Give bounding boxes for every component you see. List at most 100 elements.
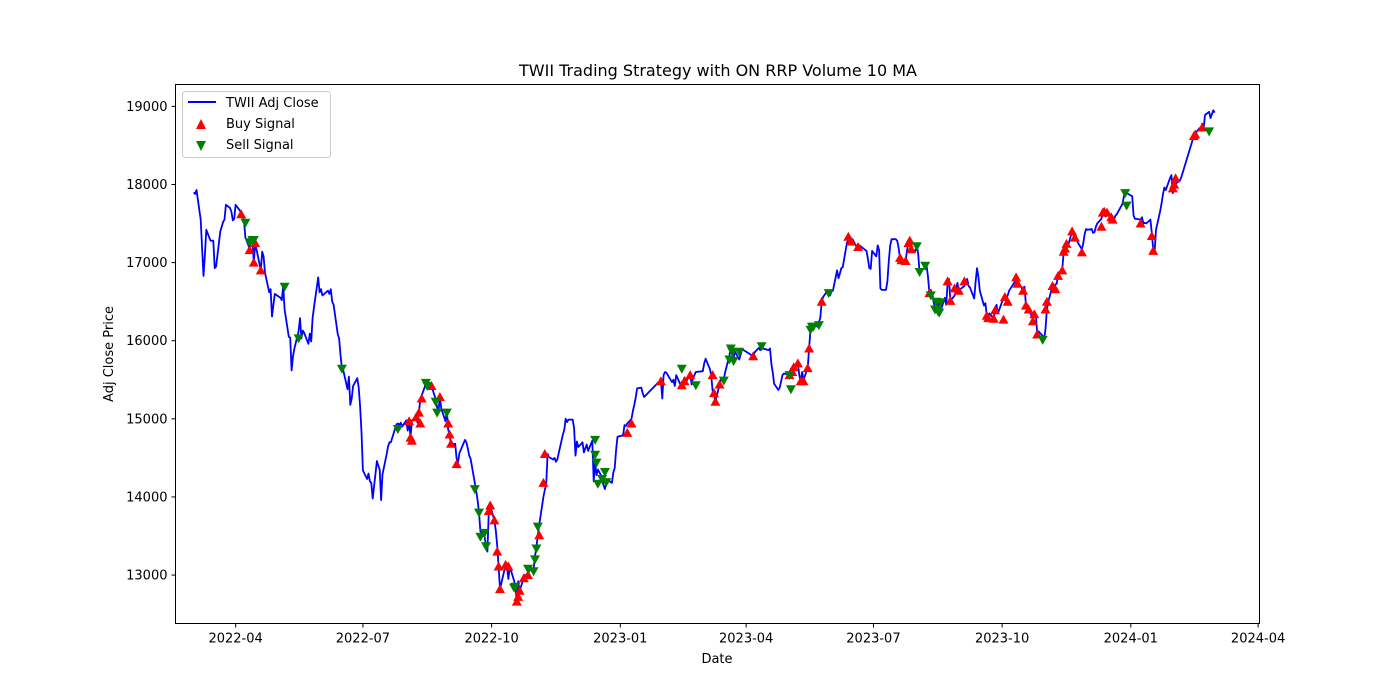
sell-signal-marker bbox=[475, 532, 486, 542]
buy-signal-marker bbox=[539, 449, 550, 458]
sell-signal-marker bbox=[1204, 127, 1215, 137]
sell-signal-marker bbox=[248, 236, 259, 245]
sell-signal-marker bbox=[240, 218, 251, 228]
x-tick-label: 2022-07 bbox=[336, 632, 390, 647]
y-tick-label: 19000 bbox=[126, 100, 167, 115]
sell-signal-marker bbox=[823, 289, 834, 299]
sell-signal-marker bbox=[935, 298, 946, 308]
buy-signal-marker bbox=[998, 314, 1009, 324]
buy-signal-marker bbox=[495, 584, 505, 594]
axes-frame bbox=[175, 84, 1260, 624]
legend-label-sell: Sell Signal bbox=[226, 138, 294, 153]
buy-signal-marker bbox=[534, 530, 545, 540]
buy-signal-marker bbox=[1146, 231, 1157, 240]
buy-signal-marker bbox=[1060, 243, 1071, 253]
buy-signal-marker bbox=[1018, 285, 1029, 295]
buy-signal-marker bbox=[1076, 247, 1087, 257]
buy-signal-marker bbox=[1190, 129, 1201, 139]
sell-signal-marker bbox=[592, 479, 603, 489]
buy-signal-marker bbox=[959, 276, 970, 286]
buy-signal-marker bbox=[406, 435, 417, 445]
buy-signal-marker bbox=[244, 245, 255, 255]
legend-label-buy: Buy Signal bbox=[226, 117, 295, 132]
sell-signal-marker bbox=[728, 357, 739, 366]
buy-signal-marker bbox=[444, 429, 455, 439]
legend-label-adj-close: TWII Adj Close bbox=[225, 96, 319, 111]
buy-signal-marker bbox=[1148, 245, 1159, 255]
buy-signal-marker bbox=[250, 238, 261, 248]
sell-signal-marker bbox=[432, 408, 443, 418]
buy-signal-marker bbox=[990, 305, 1001, 315]
buy-signal-marker bbox=[1069, 232, 1080, 242]
buy-signal-marker bbox=[900, 256, 911, 265]
buy-signal-marker bbox=[714, 379, 725, 389]
sell-signal-marker bbox=[591, 458, 602, 468]
buy-signal-marker bbox=[802, 363, 813, 373]
buy-signal-marker bbox=[236, 209, 247, 219]
sell-signal-marker bbox=[914, 268, 925, 277]
buy-signal-marker bbox=[792, 358, 803, 368]
buy-signal-marker bbox=[1107, 214, 1118, 224]
sell-signal-marker bbox=[479, 528, 490, 538]
y-axis-ticks: 13000 14000 15000 16000 17000 18000 19000 bbox=[126, 100, 176, 584]
buy-signal-marker bbox=[1169, 179, 1180, 189]
sell-signal-marker bbox=[1120, 189, 1131, 199]
buy-signal-marker bbox=[748, 351, 759, 361]
buy-signal-marker bbox=[1041, 296, 1052, 306]
sell-signal-marker bbox=[469, 485, 480, 495]
y-axis-label: Adj Close Price bbox=[102, 306, 117, 402]
sell-signal-marker bbox=[523, 564, 533, 574]
buy-signal-marker bbox=[626, 418, 637, 428]
buy-signal-marker bbox=[451, 459, 462, 469]
buy-signal-marker bbox=[804, 343, 815, 353]
buy-signal-marker bbox=[446, 438, 456, 448]
x-tick-label: 2022-10 bbox=[464, 632, 518, 647]
buy-signal-marker bbox=[248, 257, 259, 267]
buy-signal-marker bbox=[942, 276, 953, 286]
sell-signal-marker bbox=[784, 371, 795, 381]
buy-signal-marker bbox=[411, 412, 422, 422]
buy-signal-marker bbox=[503, 561, 514, 571]
buy-signal-marker bbox=[710, 396, 721, 406]
y-tick-label: 17000 bbox=[126, 256, 167, 271]
sell-signal-marker bbox=[531, 544, 542, 554]
y-tick-label: 14000 bbox=[126, 490, 167, 505]
buy-signal-marker bbox=[489, 515, 500, 525]
sell-signal-marker bbox=[430, 397, 441, 407]
sell-signal-marker bbox=[601, 478, 612, 488]
buy-signal-marker bbox=[1027, 316, 1038, 326]
x-tick-label: 2023-01 bbox=[593, 632, 647, 647]
buy-signal-marker bbox=[798, 376, 809, 386]
sell-signal-marker bbox=[756, 342, 767, 352]
sell-signal-marker bbox=[481, 542, 491, 552]
buy-signal-marker bbox=[685, 370, 696, 380]
x-tick-label: 2024-01 bbox=[1104, 632, 1158, 647]
buy-signal-marker bbox=[538, 477, 549, 487]
y-tick-label: 13000 bbox=[126, 569, 167, 584]
buy-signal-marker bbox=[1061, 238, 1072, 248]
buy-signal-marker bbox=[523, 570, 533, 580]
buy-signal-marker bbox=[1040, 304, 1051, 314]
buy-signal-marker bbox=[707, 370, 718, 380]
sell-signal-marker bbox=[441, 408, 452, 418]
buy-signal-marker bbox=[709, 388, 719, 398]
buy-signal-marker bbox=[988, 313, 999, 323]
x-axis-ticks: 2022-04 2022-07 2022-10 2023-01 2023-04 2023-… bbox=[208, 623, 1285, 647]
buy-signal-marker bbox=[1170, 173, 1181, 183]
legend-box bbox=[182, 91, 331, 158]
sell-signal-marker bbox=[532, 522, 543, 532]
sell-signal-marker bbox=[934, 308, 945, 318]
x-axis-label: Date bbox=[701, 652, 732, 667]
sell-signal-marker bbox=[422, 382, 433, 391]
sell-signal-marker bbox=[925, 291, 936, 301]
sell-signal-marker bbox=[528, 567, 539, 577]
sell-signal-marker bbox=[392, 425, 403, 434]
sell-signal-marker bbox=[510, 582, 521, 592]
chart-title: TWII Trading Strategy with ON RRP Volume… bbox=[518, 61, 917, 80]
x-tick-label: 2023-10 bbox=[975, 632, 1029, 647]
sell-signal-marker bbox=[785, 385, 796, 395]
sell-signal-marker bbox=[590, 450, 601, 460]
buy-signal-marker bbox=[514, 585, 525, 595]
